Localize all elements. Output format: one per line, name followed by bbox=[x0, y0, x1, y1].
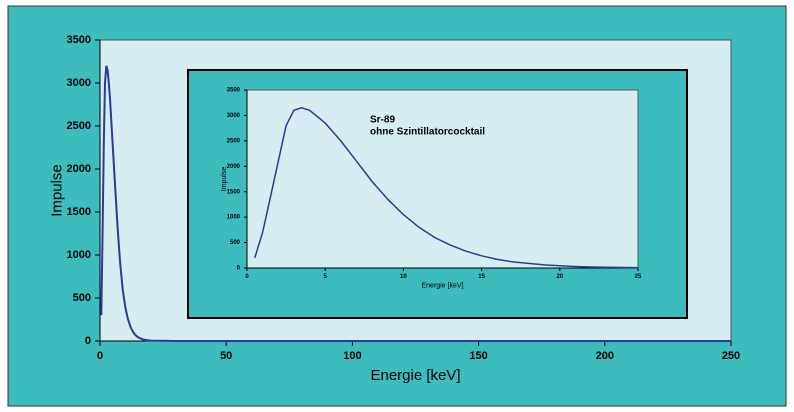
x-axis-label: Energie [keV] bbox=[421, 283, 463, 290]
x-tick-label: 100 bbox=[343, 350, 361, 362]
x-tick-label: 250 bbox=[722, 350, 740, 362]
y-tick-label: 1000 bbox=[67, 249, 91, 261]
annotation: ohne Szintillatorcocktail bbox=[370, 127, 485, 138]
y-tick-label: 3000 bbox=[67, 77, 91, 89]
y-tick-label: 500 bbox=[73, 292, 91, 304]
data-line bbox=[100, 65, 731, 342]
y-axis-label: Impulse bbox=[48, 164, 65, 217]
annotation: Sr-89 bbox=[370, 115, 395, 126]
x-tick-label: 15 bbox=[478, 274, 485, 280]
x-tick-label: 5 bbox=[324, 274, 328, 280]
y-tick-label: 0 bbox=[85, 335, 91, 347]
x-tick-label: 200 bbox=[596, 350, 614, 362]
y-tick-label: 1000 bbox=[227, 215, 241, 221]
x-tick-label: 20 bbox=[556, 274, 563, 280]
y-tick-label: 3000 bbox=[227, 113, 241, 119]
x-tick-label: 50 bbox=[220, 350, 232, 362]
y-tick-label: 1500 bbox=[227, 189, 241, 195]
x-tick-label: 25 bbox=[635, 274, 642, 280]
y-tick-label: 2500 bbox=[67, 120, 91, 132]
x-tick-label: 0 bbox=[245, 274, 249, 280]
inset-plot-area bbox=[246, 89, 639, 269]
y-tick-label: 0 bbox=[237, 266, 241, 272]
x-tick-label: 150 bbox=[469, 350, 487, 362]
y-tick-label: 1500 bbox=[67, 206, 91, 218]
x-axis-label: Energie [keV] bbox=[370, 367, 460, 384]
y-tick-label: 500 bbox=[230, 240, 241, 246]
data-line bbox=[254, 107, 639, 269]
y-tick-label: 2000 bbox=[67, 163, 91, 175]
x-tick-label: 10 bbox=[400, 274, 407, 280]
y-tick-label: 2000 bbox=[227, 164, 241, 170]
y-axis-label: Impulse bbox=[221, 167, 228, 192]
y-tick-label: 3500 bbox=[67, 34, 91, 46]
x-tick-label: 0 bbox=[97, 350, 103, 362]
y-tick-label: 3500 bbox=[227, 88, 241, 94]
y-tick-label: 2500 bbox=[227, 138, 241, 144]
